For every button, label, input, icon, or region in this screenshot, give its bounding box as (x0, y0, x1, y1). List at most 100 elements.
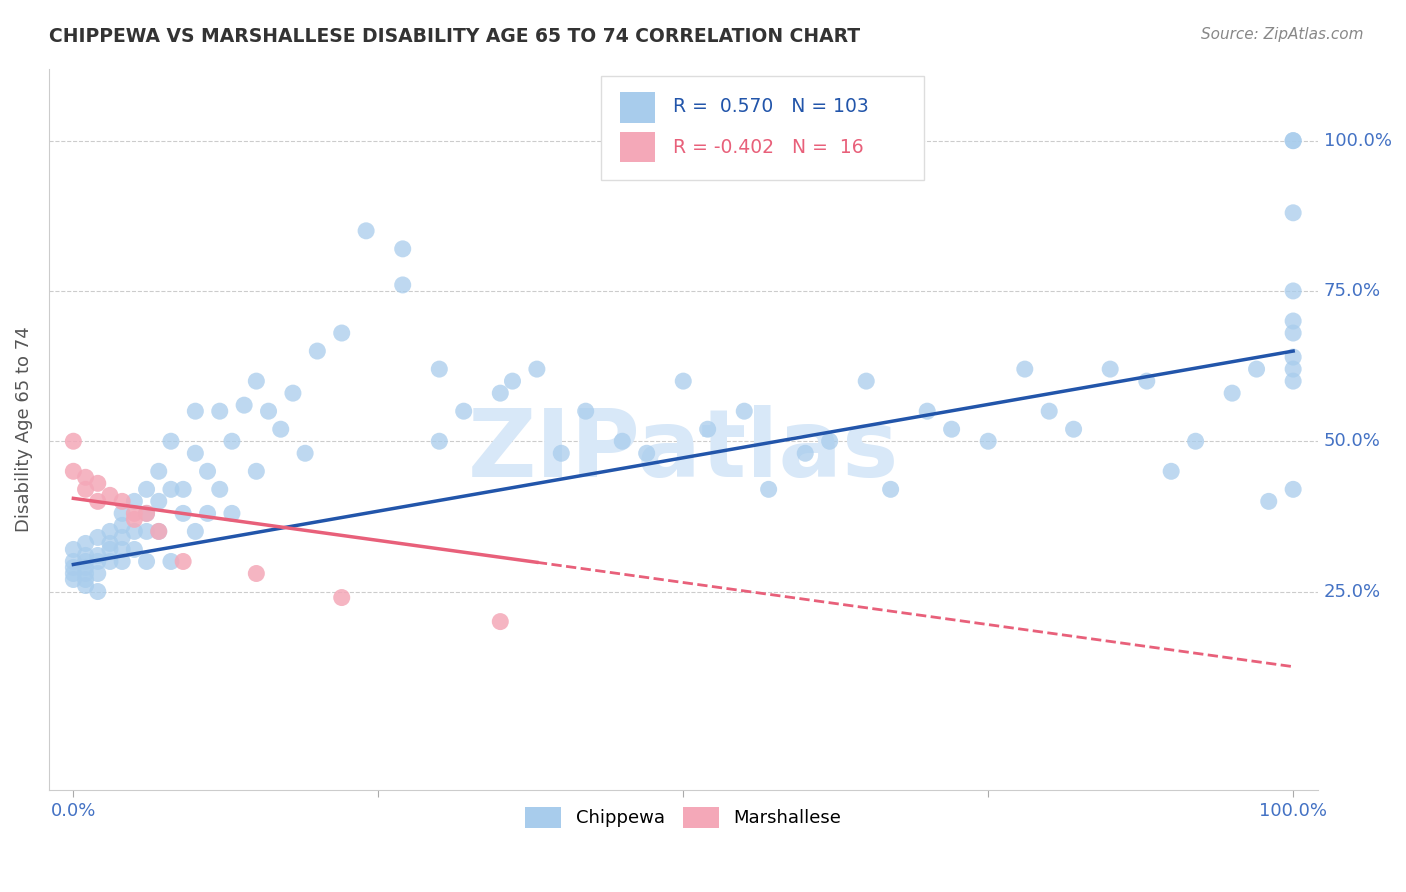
Point (758, 483, 780, 497)
Point (245, 464, 267, 478)
Point (135, 554, 157, 568)
Point (794, 446, 817, 460)
Y-axis label: Disability Age 65 to 74: Disability Age 65 to 74 (15, 326, 32, 533)
Point (233, 398, 256, 412)
Point (184, 446, 207, 460)
Point (1282, 284, 1305, 298)
Point (221, 434, 243, 449)
Text: R = -0.402   N =  16: R = -0.402 N = 16 (673, 138, 863, 157)
Point (160, 554, 183, 568)
Point (184, 404, 207, 418)
Point (281, 386, 304, 401)
Point (575, 404, 598, 418)
Point (1282, 314, 1305, 328)
Point (62, 566, 84, 581)
Point (98, 542, 121, 557)
Point (1038, 404, 1060, 418)
Point (526, 362, 548, 376)
Point (208, 483, 231, 497)
Point (62, 573, 84, 587)
Point (87, 584, 110, 599)
Point (148, 494, 170, 508)
Point (75, 470, 97, 484)
Text: 75.0%: 75.0% (1324, 282, 1381, 300)
Point (1014, 362, 1036, 376)
Point (124, 512, 146, 526)
Point (270, 422, 292, 436)
Point (148, 524, 170, 539)
Point (330, 326, 353, 340)
Point (453, 404, 475, 418)
Point (75, 549, 97, 563)
Point (98, 524, 121, 539)
Point (75, 483, 97, 497)
Point (135, 524, 157, 539)
Point (197, 507, 219, 521)
Point (208, 404, 231, 418)
Point (111, 554, 134, 568)
Point (696, 422, 718, 436)
FancyBboxPatch shape (620, 93, 655, 122)
Point (184, 524, 207, 539)
Point (354, 224, 377, 238)
Point (75, 554, 97, 568)
Point (489, 386, 512, 401)
Point (62, 554, 84, 568)
Point (855, 374, 877, 388)
Point (135, 483, 157, 497)
Point (1282, 483, 1305, 497)
Point (124, 507, 146, 521)
Point (172, 554, 194, 568)
Point (977, 434, 1000, 449)
Point (75, 536, 97, 550)
Text: ZIPatlas: ZIPatlas (468, 405, 898, 497)
Point (124, 494, 146, 508)
Point (62, 560, 84, 574)
Point (197, 464, 219, 478)
Point (172, 507, 194, 521)
Text: 100.0%: 100.0% (1324, 132, 1392, 150)
Point (818, 434, 841, 449)
Point (1282, 206, 1305, 220)
Point (1063, 422, 1085, 436)
Point (160, 483, 183, 497)
Point (245, 566, 267, 581)
Legend: Chippewa, Marshallese: Chippewa, Marshallese (517, 800, 848, 835)
Point (87, 549, 110, 563)
Point (87, 494, 110, 508)
Point (75, 578, 97, 592)
Point (87, 566, 110, 581)
Point (1282, 134, 1305, 148)
Point (733, 404, 755, 418)
Point (111, 507, 134, 521)
Point (1282, 326, 1305, 340)
Point (1220, 386, 1243, 401)
Point (391, 242, 413, 256)
Point (1246, 362, 1268, 376)
Point (427, 434, 450, 449)
Point (257, 404, 280, 418)
Point (111, 494, 134, 508)
Text: Source: ZipAtlas.com: Source: ZipAtlas.com (1201, 27, 1364, 42)
Point (135, 507, 157, 521)
Point (941, 422, 963, 436)
Point (427, 362, 450, 376)
Point (148, 464, 170, 478)
FancyBboxPatch shape (600, 76, 924, 180)
Point (391, 277, 413, 292)
Point (87, 554, 110, 568)
Point (1136, 374, 1159, 388)
Point (330, 591, 353, 605)
Point (294, 446, 316, 460)
Point (87, 530, 110, 544)
Point (221, 507, 243, 521)
Text: 50.0%: 50.0% (1324, 433, 1381, 450)
Point (135, 507, 157, 521)
Point (1184, 434, 1206, 449)
Point (1282, 134, 1305, 148)
FancyBboxPatch shape (620, 132, 655, 162)
Point (1257, 494, 1279, 508)
Point (502, 374, 524, 388)
Point (1282, 362, 1305, 376)
Point (245, 374, 267, 388)
